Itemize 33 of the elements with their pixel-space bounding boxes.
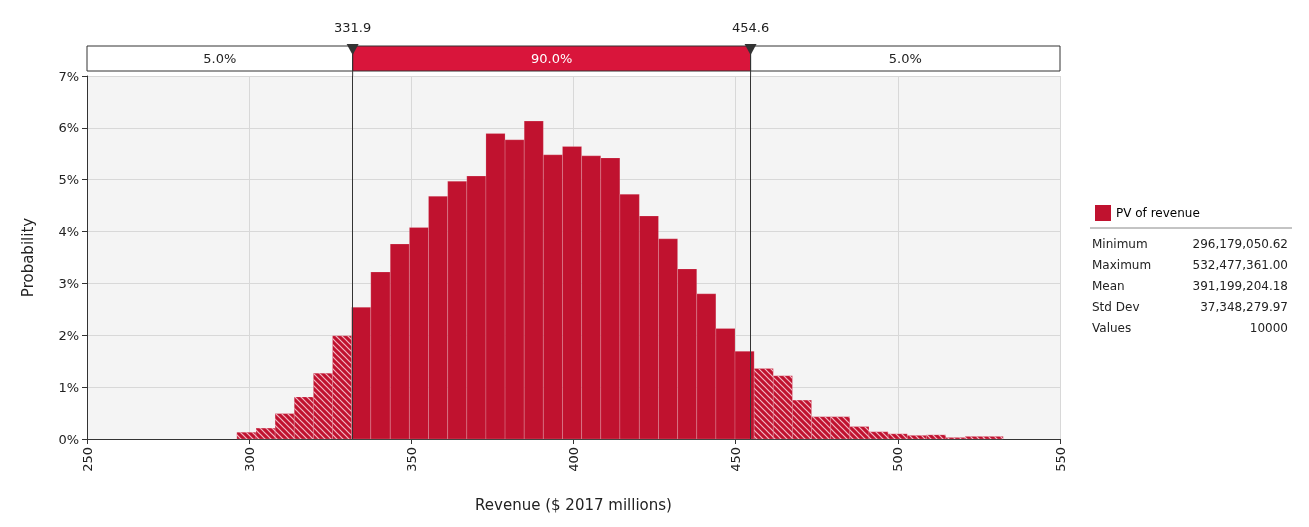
x-tick-label: 550 [1052, 447, 1068, 472]
x-tick-label: 250 [79, 447, 95, 472]
x-tick-label: 500 [890, 447, 906, 472]
text: 90.0% [530, 51, 573, 66]
x-axis-title: Revenue ($ 2017 millions) [475, 495, 672, 514]
y-tick-label: 3% [58, 275, 79, 291]
text: Mean [1092, 279, 1125, 293]
text: 10000 [1249, 321, 1288, 335]
text: 532,477,361.00 [1192, 258, 1288, 272]
ref-line-label: 331.9 [334, 20, 372, 35]
y-tick-label: 2% [58, 327, 79, 343]
x-tick-label: 300 [241, 447, 257, 472]
text: Maximum [1092, 258, 1152, 272]
text: 5.0% [888, 51, 922, 66]
text: 296,179,050.62 [1192, 237, 1288, 251]
text: Std Dev [1092, 300, 1140, 314]
y-tick-label: 5% [58, 172, 79, 188]
x-tick-label: 450 [728, 447, 744, 472]
text: Values [1092, 321, 1132, 335]
ref-line-label: 454.6 [731, 20, 770, 35]
y-tick-label: 0% [58, 431, 79, 447]
x-tick-label: 400 [566, 447, 581, 472]
y-tick-label: 7% [58, 68, 79, 84]
text: 5.0% [203, 51, 237, 66]
y-tick-label: 4% [58, 224, 79, 240]
y-tick-label: 6% [58, 120, 79, 136]
y-axis-title: Probability [18, 217, 37, 298]
legend-label: PV of revenue [1116, 206, 1200, 220]
text: 37,348,279.97 [1200, 300, 1288, 314]
text: Minimum [1092, 237, 1148, 251]
text: 391,199,204.18 [1192, 279, 1288, 293]
y-tick-label: 1% [58, 379, 79, 395]
x-tick-label: 350 [403, 447, 419, 472]
